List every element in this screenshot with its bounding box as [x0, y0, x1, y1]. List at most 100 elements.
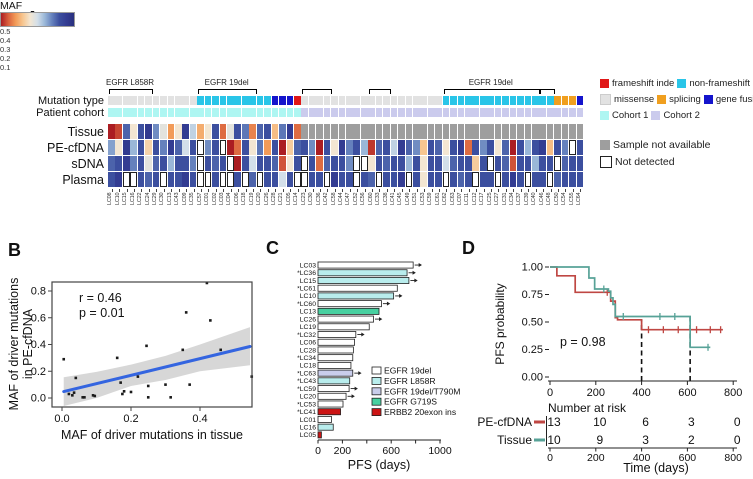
sdna-cell — [279, 156, 286, 171]
mutation_type-cell — [264, 96, 271, 105]
ongoing-arrow-head — [412, 270, 416, 275]
plasma-cell — [115, 172, 123, 187]
mutation_type-cell — [472, 96, 480, 105]
legend-label: EGFR L858R — [384, 376, 436, 386]
plasma-cell — [249, 172, 256, 187]
scatter-point — [122, 390, 126, 393]
sample-label: LC50 — [553, 193, 560, 206]
sample-label: LC03 — [218, 193, 225, 206]
legend-swatch — [600, 94, 611, 105]
bar-chart-pfs: LC03*LC36LC15*LC61LC10*LC60LC13LC26LC19*… — [297, 261, 460, 472]
cohort-cell — [234, 108, 242, 117]
sample-label: LC46 — [538, 193, 545, 206]
pe_cfdna-cell — [308, 140, 316, 155]
pe_cfdna-cell — [145, 140, 152, 155]
y-tick-label: 0.6 — [31, 312, 46, 324]
sample-label: LC37 — [516, 193, 523, 206]
legend-swatch — [600, 79, 609, 88]
scatter-point — [83, 396, 86, 399]
tissue-cell — [517, 124, 524, 139]
pe_cfdna-cell — [360, 140, 368, 155]
pe_cfdna-cell — [435, 140, 442, 155]
plasma-cell — [167, 172, 175, 187]
cohort-cell — [405, 108, 413, 117]
x-axis-title: PFS (days) — [348, 458, 411, 472]
pfs-bar — [317, 284, 398, 292]
mutation_type-cell — [412, 96, 420, 105]
scatter-point — [93, 394, 97, 398]
cohort-cell — [279, 108, 286, 117]
mutation_type-cell — [479, 96, 487, 105]
plasma-cell — [517, 172, 524, 187]
cohort-cell — [316, 108, 323, 117]
plasma-cell — [412, 172, 420, 187]
legend-swatch — [371, 376, 382, 385]
scatter-plot-maf-correlation: 0.0 0.2 0.4 0.0 0.2 0.4 0.6 0.8 MAF of driver mu… — [7, 278, 254, 442]
plasma-cell — [487, 172, 494, 187]
mutation_type-cell — [308, 96, 316, 105]
risk-count: 2 — [688, 433, 695, 447]
sample-label: LC16 — [129, 193, 136, 206]
plasma-cell — [189, 172, 197, 187]
cohort-cell — [383, 108, 390, 117]
mutation_type-cell — [256, 96, 264, 105]
tissue-cell — [115, 124, 123, 139]
legend-label: ERBB2 20exon ins — [384, 407, 456, 417]
sample-label: LC63 — [449, 193, 456, 206]
sample-label: LC01 — [204, 193, 211, 206]
column-tick — [401, 188, 403, 192]
scatter-point — [209, 319, 212, 322]
correlation-annotation: r = 0.46 — [79, 291, 122, 305]
cohort-cell — [152, 108, 160, 117]
scatter-point — [91, 394, 95, 397]
cohort-cell — [189, 108, 197, 117]
plasma-cell — [264, 172, 271, 187]
pe_cfdna-cell — [472, 140, 480, 155]
sdna-cell — [472, 156, 480, 171]
pfs-bar — [317, 423, 334, 431]
sdna-cell — [331, 156, 338, 171]
sample-label: LC26 — [263, 193, 270, 206]
sdna-cell — [219, 156, 227, 171]
plasma-cell — [561, 172, 569, 187]
mutation_type-cell — [182, 96, 190, 105]
mutation_type-cell — [405, 96, 413, 105]
column-tick — [215, 188, 217, 192]
cohort-cell — [390, 108, 398, 117]
sample-label: LC31 — [501, 193, 508, 206]
sdna-cell — [509, 156, 517, 171]
sdna-cell — [286, 156, 294, 171]
cohort-cell — [212, 108, 219, 117]
tissue-cell — [576, 124, 584, 139]
sdna-cell — [554, 156, 561, 171]
pe_cfdna-cell — [375, 140, 383, 155]
cohort-cell — [494, 108, 502, 117]
tissue-cell — [212, 124, 219, 139]
plasma-cell — [472, 172, 480, 187]
pfs-bar — [317, 315, 374, 323]
pe_cfdna-cell — [286, 140, 294, 155]
tissue-cell — [405, 124, 413, 139]
pe_cfdna-cell — [204, 140, 212, 155]
panel-c-label: C — [266, 238, 279, 258]
plasma-cell — [197, 172, 204, 187]
tissue-cell — [457, 124, 465, 139]
y-tick-label: 0.50 — [522, 317, 543, 329]
plasma-cell — [338, 172, 346, 187]
mutation_type-cell — [323, 96, 331, 105]
plasma-cell — [219, 172, 227, 187]
cohort-cell — [502, 108, 509, 117]
panel-b-label: B — [8, 240, 21, 260]
cohort-cell — [546, 108, 554, 117]
sdna-cell — [576, 156, 584, 171]
column-tick — [379, 188, 381, 192]
maf-tick-label: 0.5 — [0, 27, 11, 36]
mutation-group-bracket — [302, 89, 332, 94]
pe_cfdna-cell — [420, 140, 427, 155]
pfs-bar — [317, 277, 410, 284]
pe_cfdna-cell — [383, 140, 390, 155]
tissue-cell — [346, 124, 353, 139]
pe_cfdna-cell — [479, 140, 487, 155]
plasma-cell — [241, 172, 249, 187]
